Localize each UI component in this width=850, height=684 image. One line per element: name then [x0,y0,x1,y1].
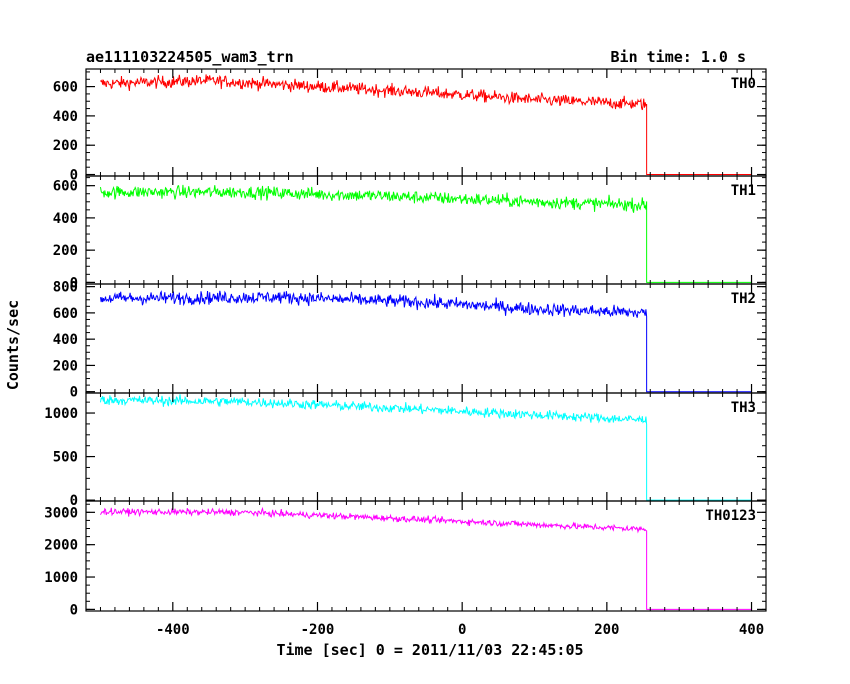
panel-th1: 0 200 400 600 TH1 [53,175,767,291]
panels-layer: 0 200 400 600 TH0 0 200 400 600 TH1 0 200 400 600 800 T… [44,68,767,638]
x-tick-label: -400 [156,622,190,638]
x-tick-label: 0 [458,622,466,638]
series-line-th2 [99,290,752,393]
y-tick-label: 0 [70,602,78,618]
series-line-th3 [99,394,752,501]
x-tick-label: -200 [301,622,335,638]
x-axis-title: Time [sec] 0 = 2011/11/03 22:45:05 [276,641,583,659]
panel-label-th0123: TH0123 [705,508,756,524]
bin-time-label: Bin time: 1.0 s [611,48,746,66]
series-line-th0123 [100,506,752,610]
panel-th2: 0 200 400 600 800 TH2 [53,280,767,401]
x-tick-label: 200 [594,622,619,638]
y-tick-label: 0 [70,168,78,184]
series-line-th1 [99,184,752,283]
panel-label-th1: TH1 [731,183,756,199]
y-tick-label: 1000 [44,406,78,422]
y-tick-label: 400 [53,211,78,227]
panel-th0: 0 200 400 600 TH0 [53,68,767,184]
chart-title: ae111103224505_wam3_trn [86,48,294,66]
y-tick-label: 1000 [44,570,78,586]
panel-label-th0: TH0 [731,76,756,92]
panel-th3: 0 500 1000 TH3 [44,392,767,509]
y-tick-label: 600 [53,80,78,96]
y-tick-label: 500 [53,450,78,466]
y-tick-label: 2000 [44,538,78,554]
y-tick-label: 600 [53,306,78,322]
y-tick-label: 0 [70,385,78,401]
y-tick-label: 0 [70,493,78,509]
y-tick-label: 3000 [44,505,78,521]
y-tick-label: 400 [53,109,78,125]
panel-label-th2: TH2 [731,291,756,307]
y-tick-label: 200 [53,243,78,259]
y-tick-label: 400 [53,332,78,348]
y-tick-label: 200 [53,138,78,154]
y-axis-title: Counts/sec [4,300,22,390]
panel-th0123: 0 1000 2000 3000 TH0123 [44,500,767,618]
y-tick-label: 600 [53,179,78,195]
panel-label-th3: TH3 [731,400,756,416]
y-tick-label: 0 [70,275,78,291]
series-line-th0 [100,74,752,176]
panel-frame [85,500,767,612]
y-tick-label: 800 [53,280,78,296]
y-tick-label: 200 [53,358,78,374]
x-tick-label: 400 [739,622,764,638]
